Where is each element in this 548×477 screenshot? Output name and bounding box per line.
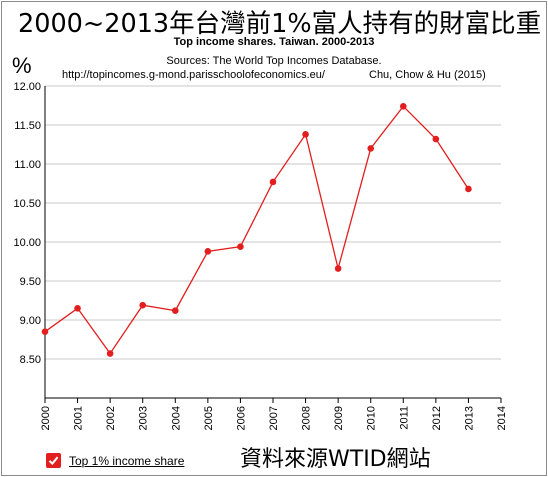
y-tick-label: 10.00: [13, 237, 41, 249]
y-tick-label: 12.00: [13, 81, 41, 93]
x-tick-label: 2001: [73, 406, 85, 430]
data-point: [302, 131, 309, 138]
data-point: [334, 265, 342, 272]
chart-subtitle: Top income shares. Taiwan. 2000-2013: [173, 36, 375, 48]
data-point: [41, 328, 49, 336]
y-axis-unit: %: [12, 53, 32, 78]
legend-label[interactable]: Top 1% income share: [69, 453, 185, 468]
data-point: [204, 248, 212, 255]
x-tick-label: 2004: [170, 406, 182, 430]
x-tick-label: 2007: [268, 406, 280, 430]
x-tick-label: 2013: [463, 406, 475, 430]
y-tick-label: 8.50: [20, 354, 41, 366]
y-tick-label: 9.50: [20, 276, 41, 288]
x-tick-label: 2003: [138, 406, 150, 430]
x-tick-label: 2002: [105, 406, 117, 430]
data-point: [367, 145, 375, 152]
data-point: [74, 305, 81, 312]
authors-credit: Chu, Chow & Hu (2015): [369, 69, 486, 81]
series-line: [44, 105, 469, 355]
x-tick-label: 2008: [301, 406, 313, 430]
x-tick-label: 2012: [431, 406, 443, 430]
x-tick-label: 2005: [203, 406, 215, 430]
x-tick-label: 2000: [40, 406, 52, 430]
data-point: [399, 102, 407, 110]
checkmark-icon: [48, 456, 59, 466]
x-tick-label: 2011: [398, 406, 410, 430]
data-point: [237, 243, 244, 250]
y-tick-label: 9.00: [20, 315, 41, 327]
x-tick-label: 2006: [235, 406, 247, 430]
data-point: [171, 307, 179, 314]
watermark: 資料來源WTID網站: [240, 447, 431, 472]
legend-checkbox[interactable]: [46, 453, 61, 468]
y-tick-label: 11.50: [14, 120, 41, 132]
source-url: http://topincomes.g-mond.parisschoolofec…: [62, 69, 325, 81]
x-tick-label: 2014: [496, 406, 508, 430]
page-title: 2000~2013年台灣前1%富人持有的財富比重: [18, 9, 542, 39]
data-point: [106, 350, 114, 357]
x-tick-label: 2009: [333, 406, 345, 430]
data-point: [432, 135, 440, 143]
chart-legend[interactable]: Top 1% income share: [46, 453, 184, 468]
sources-note: Sources: The World Top Incomes Database.: [166, 55, 382, 67]
y-tick-label: 11.00: [14, 159, 41, 171]
y-tick-label: 10.50: [13, 198, 41, 210]
data-point: [465, 185, 472, 193]
data-point: [269, 178, 277, 186]
data-point: [139, 301, 147, 309]
x-tick-label: 2010: [366, 406, 378, 430]
